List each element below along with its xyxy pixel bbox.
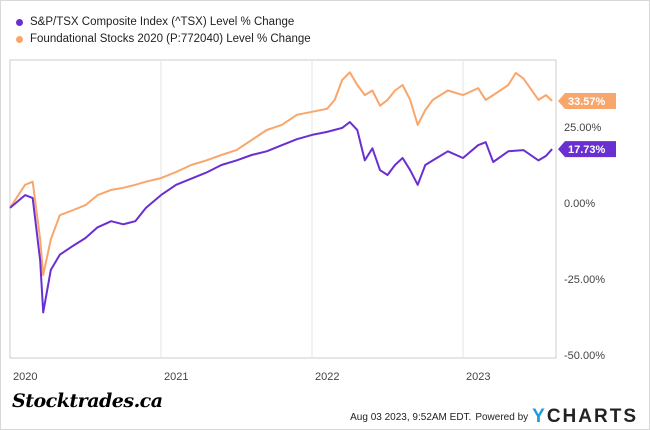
legend-dot-icon <box>16 19 23 26</box>
x-tick-label: 2021 <box>164 371 188 383</box>
x-tick-label: 2023 <box>466 371 490 383</box>
y-tick-label: -50.00% <box>564 350 605 362</box>
ycharts-logo[interactable]: YCHARTS <box>532 406 638 427</box>
powered-by-label: Powered by <box>475 411 529 423</box>
plot-area <box>9 59 557 359</box>
y-tick-label: 25.00% <box>564 122 602 134</box>
series-line-foundational <box>9 71 553 276</box>
x-tick-label: 2022 <box>315 371 339 383</box>
legend-item-tsx[interactable]: S&P/TSX Composite Index (^TSX) Level % C… <box>16 14 311 31</box>
end-value-label: 33.57% <box>568 96 606 108</box>
legend-label: S&P/TSX Composite Index (^TSX) Level % C… <box>30 16 295 28</box>
stocktrades-logo: Stocktrades.ca <box>12 390 163 412</box>
end-value-badge <box>558 141 616 158</box>
end-value-label: 17.73% <box>568 144 606 156</box>
timestamp: Aug 03 2023, 9:52AM EDT. <box>350 411 472 423</box>
legend: S&P/TSX Composite Index (^TSX) Level % C… <box>16 14 311 48</box>
legend-label: Foundational Stocks 2020 (P:772040) Leve… <box>30 33 311 45</box>
y-tick-label: 0.00% <box>564 198 595 210</box>
series-line-tsx <box>9 121 553 314</box>
legend-dot-icon <box>16 36 23 43</box>
legend-item-foundational[interactable]: Foundational Stocks 2020 (P:772040) Leve… <box>16 31 311 48</box>
end-value-badge <box>558 92 616 109</box>
y-tick-label: -25.00% <box>564 274 605 286</box>
footer: Aug 03 2023, 9:52AM EDT. Powered by YCHA… <box>350 406 638 428</box>
x-tick-label: 2020 <box>13 371 37 383</box>
